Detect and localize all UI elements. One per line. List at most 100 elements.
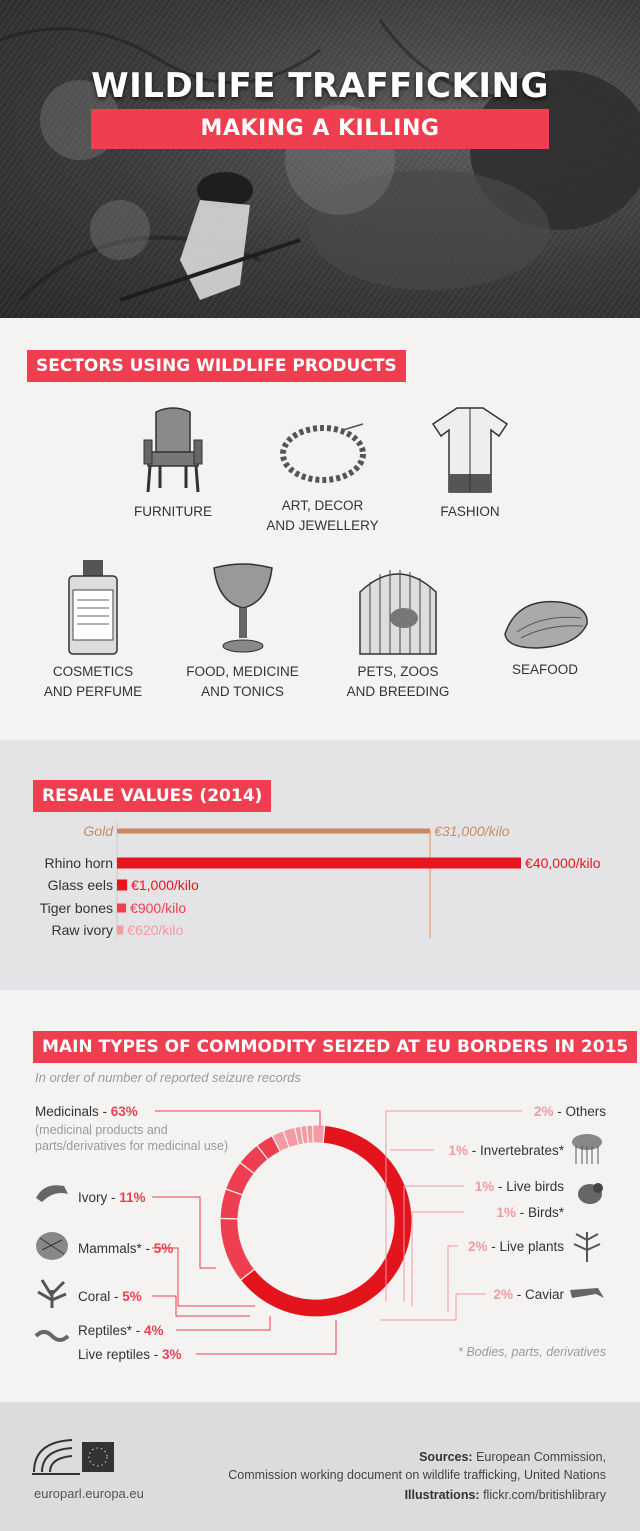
bird-icon [578, 1183, 603, 1204]
category-percent: 2% [493, 1287, 513, 1302]
illustrations-link[interactable]: flickr.com/britishlibrary [483, 1488, 606, 1502]
sector-food-medicine-tonics: FOOD, MEDICINE AND TONICS [180, 562, 305, 702]
category-percent: 1% [448, 1143, 468, 1158]
illustrations-label: Illustrations: [404, 1488, 480, 1502]
plant-icon [573, 1232, 601, 1262]
sector-label: PETS, ZOOS AND BREEDING [346, 664, 450, 699]
category-name: Reptiles* [78, 1323, 133, 1338]
donut-slice-medicinals [239, 1124, 413, 1318]
sources-label: Sources: [419, 1450, 473, 1464]
hunter-engraving-illustration [0, 19, 640, 302]
infographic-subtitle: MAKING A KILLING [91, 109, 549, 149]
hero-banner: WILDLIFE TRAFFICKING MAKING A KILLING [0, 0, 640, 318]
leader-line [152, 1247, 255, 1307]
sector-label: COSMETICS AND PERFUME [43, 664, 143, 699]
bar-gold [117, 828, 431, 834]
commodity-footnote: * Bodies, parts, derivatives [458, 1345, 606, 1359]
category-name: Birds* [527, 1205, 564, 1220]
bar-category-label: Gold [83, 823, 114, 839]
infographic-title: WILDLIFE TRAFFICKING [91, 66, 549, 106]
resale-heading: RESALE VALUES (2014) [33, 780, 272, 812]
category-name: Live reptiles [78, 1347, 151, 1362]
bar-glass-eels [117, 879, 128, 891]
commodity-donut-chart [152, 1110, 522, 1355]
category-percent: 2% [467, 1239, 488, 1254]
label-reptiles: Reptiles* - 4% [78, 1323, 164, 1338]
sector-label: SEAFOOD [511, 662, 578, 677]
resale-values-section: RESALE VALUES (2014) Gold €31,000/kilo Rhi… [0, 740, 640, 990]
sector-fashion: FASHION [420, 404, 520, 522]
commodity-section: MAIN TYPES OF COMMODITY SEIZED AT EU BOR… [0, 990, 640, 1402]
category-percent: 2% [533, 1104, 554, 1119]
bar-rhino-horn [117, 857, 521, 869]
category-percent: 63% [110, 1104, 138, 1119]
leader-line [196, 1320, 337, 1355]
category-percent: 11% [119, 1190, 146, 1205]
label-live-plants: 2% - Live plants [467, 1239, 564, 1254]
footer-url[interactable]: europarl.europa.eu [34, 1486, 144, 1501]
category-name: Ivory [78, 1190, 108, 1205]
bar-value-label: €40,000/kilo [525, 855, 601, 871]
sturgeon-fish-icon [570, 1288, 604, 1298]
robe-icon [431, 407, 509, 493]
label-birds: 1% - Birds* [496, 1205, 564, 1220]
goblet-icon [212, 563, 273, 653]
birdcage-icon [359, 570, 437, 655]
sector-art-decor-jewellery: ART, DECOR AND JEWELLERY [260, 422, 385, 536]
label-coral: Coral - 5% [78, 1289, 142, 1304]
leader-line [403, 1185, 464, 1302]
sector-seafood: SEAFOOD [490, 594, 600, 680]
category-name: Caviar [524, 1287, 564, 1302]
elephant-tusk-icon [36, 1185, 68, 1202]
leader-line [385, 1110, 522, 1302]
leader-line [411, 1211, 464, 1306]
sectors-heading: SECTORS USING WILDLIFE PRODUCTS [27, 350, 406, 382]
bar-category-label: Glass eels [48, 877, 113, 893]
leader-line [447, 1245, 458, 1312]
commodity-subtitle: In order of number of reported seizure r… [35, 1070, 301, 1085]
snake-icon [34, 1330, 70, 1342]
shell-icon [504, 600, 588, 649]
bar-raw-ivory [117, 925, 124, 935]
category-name: Live birds [506, 1179, 564, 1194]
footer-sources: Sources: European Commission, Commission… [228, 1448, 606, 1484]
label-mammals: Mammals* - 5% [78, 1241, 174, 1256]
label-live-birds: 1% - Live birds [474, 1179, 564, 1194]
commodity-heading: MAIN TYPES OF COMMODITY SEIZED AT EU BOR… [33, 1031, 638, 1063]
leader-line [152, 1295, 250, 1317]
resale-bar-chart: Gold €31,000/kilo Rhino horn €40,000/kilo Gl… [40, 822, 601, 938]
footer-illustrations: Illustrations: flickr.com/britishlibrary [405, 1488, 606, 1502]
medicinals-note: (medicinal products and parts/derivative… [35, 1123, 229, 1153]
leader-line [155, 1110, 321, 1127]
sector-furniture: FURNITURE [118, 404, 228, 522]
perfume-bottle-icon [68, 560, 118, 655]
category-percent: 1% [496, 1205, 516, 1220]
sector-pets-zoos-breeding: PETS, ZOOS AND BREEDING [338, 562, 458, 702]
bar-tiger-bones [117, 903, 127, 913]
sector-label: ART, DECOR AND JEWELLERY [266, 498, 379, 533]
donut-slice-ivory [219, 1217, 256, 1282]
tiger-icon [36, 1232, 68, 1260]
category-name: Invertebrates* [479, 1143, 564, 1158]
armchair-icon [143, 407, 203, 493]
bar-value-label: €31,000/kilo [434, 823, 510, 839]
leader-line [380, 1293, 486, 1321]
sector-label: FOOD, MEDICINE AND TONICS [186, 664, 299, 699]
category-percent: 5% [153, 1241, 174, 1256]
coral-icon [37, 1279, 67, 1308]
sector-label: FASHION [440, 504, 500, 519]
category-percent: 1% [474, 1179, 495, 1194]
label-live-reptiles: Live reptiles - 3% [78, 1347, 182, 1362]
bar-category-label: Tiger bones [40, 900, 113, 916]
category-name: Medicinals [35, 1104, 99, 1119]
donut-slice-others [311, 1124, 326, 1144]
sector-label: FURNITURE [134, 504, 212, 519]
label-medicinals: Medicinals - 63% [35, 1104, 138, 1119]
leader-line [176, 1316, 271, 1331]
sectors-section: SECTORS USING WILDLIFE PRODUCTS FURNITUR… [0, 318, 640, 740]
sector-cosmetics-perfume: COSMETICS AND PERFUME [38, 558, 148, 702]
category-name: Mammals* [78, 1241, 142, 1256]
jellyfish-icon [572, 1134, 602, 1164]
bar-category-label: Raw ivory [52, 922, 113, 938]
label-invertebrates: 1% - Invertebrates* [448, 1143, 564, 1158]
